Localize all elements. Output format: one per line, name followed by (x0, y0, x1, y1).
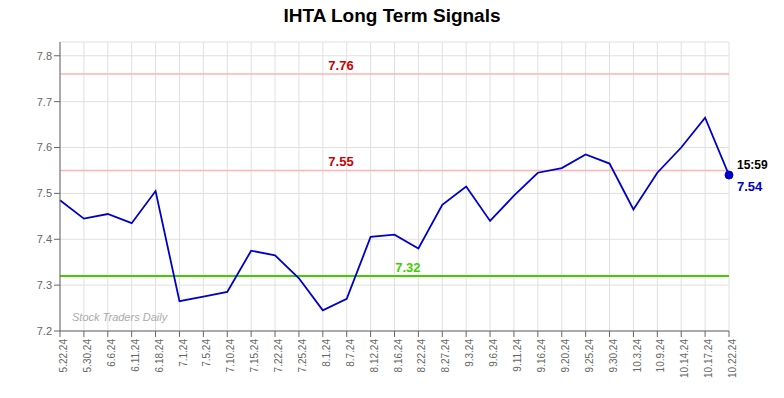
svg-text:8.12.24: 8.12.24 (369, 339, 380, 373)
svg-text:7.10.24: 7.10.24 (225, 339, 236, 373)
svg-text:7.4: 7.4 (37, 233, 52, 245)
svg-text:6.11.24: 6.11.24 (130, 339, 141, 372)
html-text:IHTA Long Term Signals: IHTA Long Term Signals (283, 5, 501, 26)
svg-text:9.3.24: 9.3.24 (464, 339, 475, 367)
svg-text:7.2: 7.2 (37, 325, 52, 337)
svg-text:7.25.24: 7.25.24 (297, 339, 308, 373)
svg-text:7.5: 7.5 (37, 187, 52, 199)
svg-text:9.30.24: 9.30.24 (608, 339, 619, 373)
svg-text:9.25.24: 9.25.24 (584, 339, 595, 373)
svg-text:7.8: 7.8 (37, 50, 52, 62)
svg-text:9.6.24: 9.6.24 (488, 339, 499, 367)
svg-text:7.5.24: 7.5.24 (201, 339, 212, 367)
svg-text:10.9.24: 10.9.24 (655, 339, 666, 373)
svg-text:9.20.24: 9.20.24 (560, 339, 571, 373)
svg-text:7.3: 7.3 (37, 279, 52, 291)
svg-text:7.22.24: 7.22.24 (273, 339, 284, 373)
svg-text:10.17.24: 10.17.24 (703, 339, 714, 378)
svg-text:15:59: 15:59 (737, 158, 768, 172)
svg-text:8.22.24: 8.22.24 (416, 339, 427, 373)
svg-text:8.1.24: 8.1.24 (321, 339, 332, 367)
svg-text:7.1.24: 7.1.24 (178, 339, 189, 367)
svg-text:10.3.24: 10.3.24 (632, 339, 643, 373)
svg-text:8.27.24: 8.27.24 (440, 339, 451, 373)
svg-text:8.16.24: 8.16.24 (393, 339, 404, 373)
svg-text:9.11.24: 9.11.24 (512, 339, 523, 372)
svg-text:7.6: 7.6 (37, 141, 52, 153)
svg-text:9.16.24: 9.16.24 (536, 339, 547, 373)
svg-text:7.76: 7.76 (328, 58, 353, 73)
svg-text:5.30.24: 5.30.24 (82, 339, 93, 373)
html-text:Stock Traders Daily: Stock Traders Daily (72, 311, 168, 323)
svg-text:7.7: 7.7 (37, 96, 52, 108)
svg-text:7.15.24: 7.15.24 (249, 339, 260, 373)
svg-text:7.32: 7.32 (395, 260, 420, 275)
svg-text:7.55: 7.55 (328, 154, 353, 169)
svg-text:8.7.24: 8.7.24 (345, 339, 356, 367)
svg-text:10.14.24: 10.14.24 (679, 339, 690, 378)
svg-text:10.22.24: 10.22.24 (727, 339, 738, 378)
svg-text:6.18.24: 6.18.24 (154, 339, 165, 373)
svg-text:6.6.24: 6.6.24 (106, 339, 117, 367)
svg-text:7.54: 7.54 (737, 179, 763, 194)
svg-text:5.22.24: 5.22.24 (58, 339, 69, 373)
